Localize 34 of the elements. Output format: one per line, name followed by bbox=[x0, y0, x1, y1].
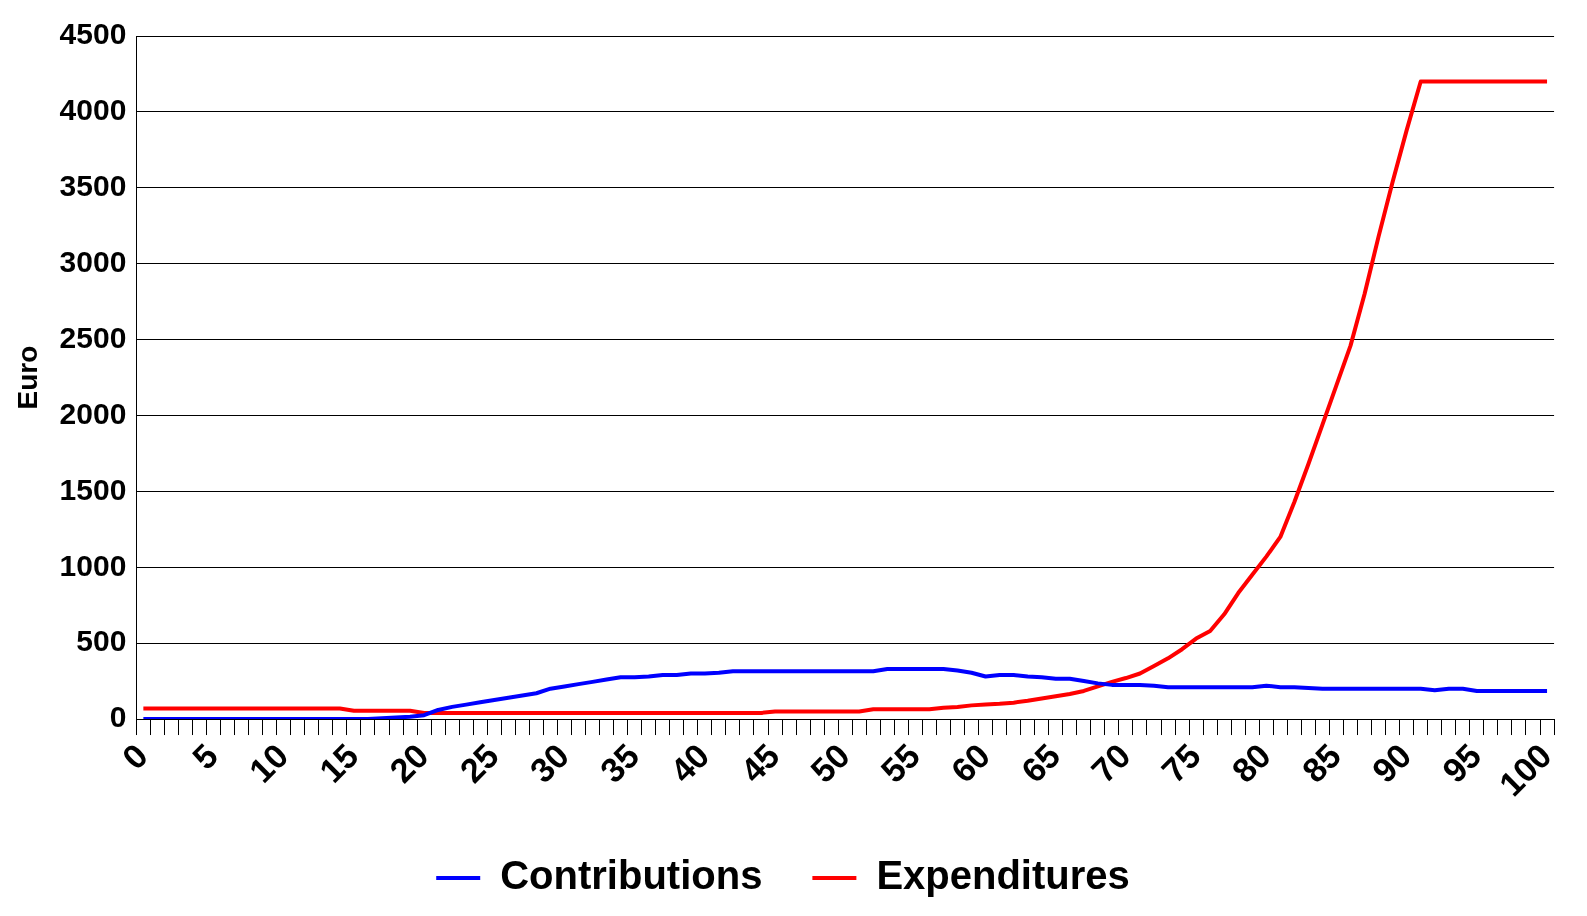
y-tick-label: 2500 bbox=[59, 320, 127, 354]
x-tick-label: 5 bbox=[184, 736, 226, 777]
x-tick-label: 100 bbox=[1491, 736, 1559, 804]
x-tick-label: 15 bbox=[311, 736, 366, 790]
y-tick-label: 0 bbox=[109, 700, 127, 734]
y-tick-label: 2000 bbox=[59, 396, 127, 430]
x-tick-label: 35 bbox=[592, 736, 647, 790]
x-tick-label: 60 bbox=[943, 736, 998, 790]
x-tick-label: 85 bbox=[1294, 736, 1349, 790]
x-tick-label: 80 bbox=[1224, 736, 1278, 790]
legend-label: Expenditures bbox=[876, 853, 1130, 898]
y-tick-label: 4000 bbox=[59, 93, 127, 127]
y-tick-label: 500 bbox=[76, 624, 127, 658]
x-tick-label: 70 bbox=[1083, 736, 1138, 790]
x-tick-label: 65 bbox=[1013, 736, 1068, 790]
x-tick-label: 40 bbox=[662, 736, 717, 790]
x-tick-label: 10 bbox=[241, 736, 296, 790]
y-tick-label: 1000 bbox=[59, 548, 127, 582]
y-tick-label: 1500 bbox=[59, 472, 127, 506]
x-tick-label: 0 bbox=[114, 736, 155, 777]
x-tick-label: 20 bbox=[382, 736, 436, 790]
legend-label: Contributions bbox=[500, 853, 763, 898]
x-tick-label: 25 bbox=[452, 736, 506, 790]
x-tick-label: 50 bbox=[803, 736, 857, 790]
x-tick-label: 55 bbox=[873, 736, 927, 790]
x-tick-label: 45 bbox=[732, 736, 787, 790]
x-tick-label: 30 bbox=[522, 736, 577, 790]
y-tick-label: 3500 bbox=[59, 169, 127, 203]
x-tick-label: 75 bbox=[1154, 736, 1208, 790]
y-tick-label: 4500 bbox=[59, 17, 127, 51]
x-tick-label: 90 bbox=[1364, 736, 1419, 790]
x-tick-label: 95 bbox=[1434, 736, 1489, 790]
y-axis-title: Euro bbox=[11, 345, 43, 410]
y-tick-label: 3000 bbox=[59, 244, 127, 278]
